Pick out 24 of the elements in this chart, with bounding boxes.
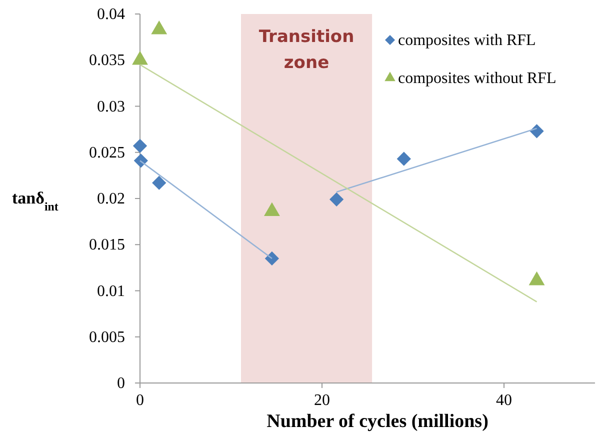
point [152, 176, 166, 190]
y-tick-label: 0 [117, 375, 125, 392]
point [329, 192, 344, 206]
y-tick-label: 0.035 [89, 52, 125, 70]
y-tick-label: 0.03 [97, 98, 125, 116]
y-axis-title: tanδ$_{int}$ [12, 188, 58, 214]
y-tick-label: 0.01 [97, 282, 125, 300]
y-tick-label: 0.015 [89, 236, 125, 254]
y-tick-label: 0.02 [97, 190, 125, 208]
y-tick-label: 0.04 [97, 6, 125, 23]
x-tick-label: 0 [136, 392, 144, 409]
point [134, 154, 148, 168]
point [264, 251, 280, 266]
point [396, 152, 411, 166]
x-tick-label: 40 [496, 392, 512, 409]
band-label: Transition zone [258, 27, 354, 73]
point [132, 138, 148, 153]
x-axis-title: Number of cycles (millions) [266, 411, 488, 432]
y-tick-label: 0.025 [89, 144, 125, 162]
legend-label: composites without RFL [398, 70, 556, 87]
x-tick-label: 20 [314, 392, 330, 409]
y-tick-label: 0.005 [89, 328, 125, 346]
point [530, 124, 544, 138]
legend-label: composites with RFL [398, 32, 536, 49]
